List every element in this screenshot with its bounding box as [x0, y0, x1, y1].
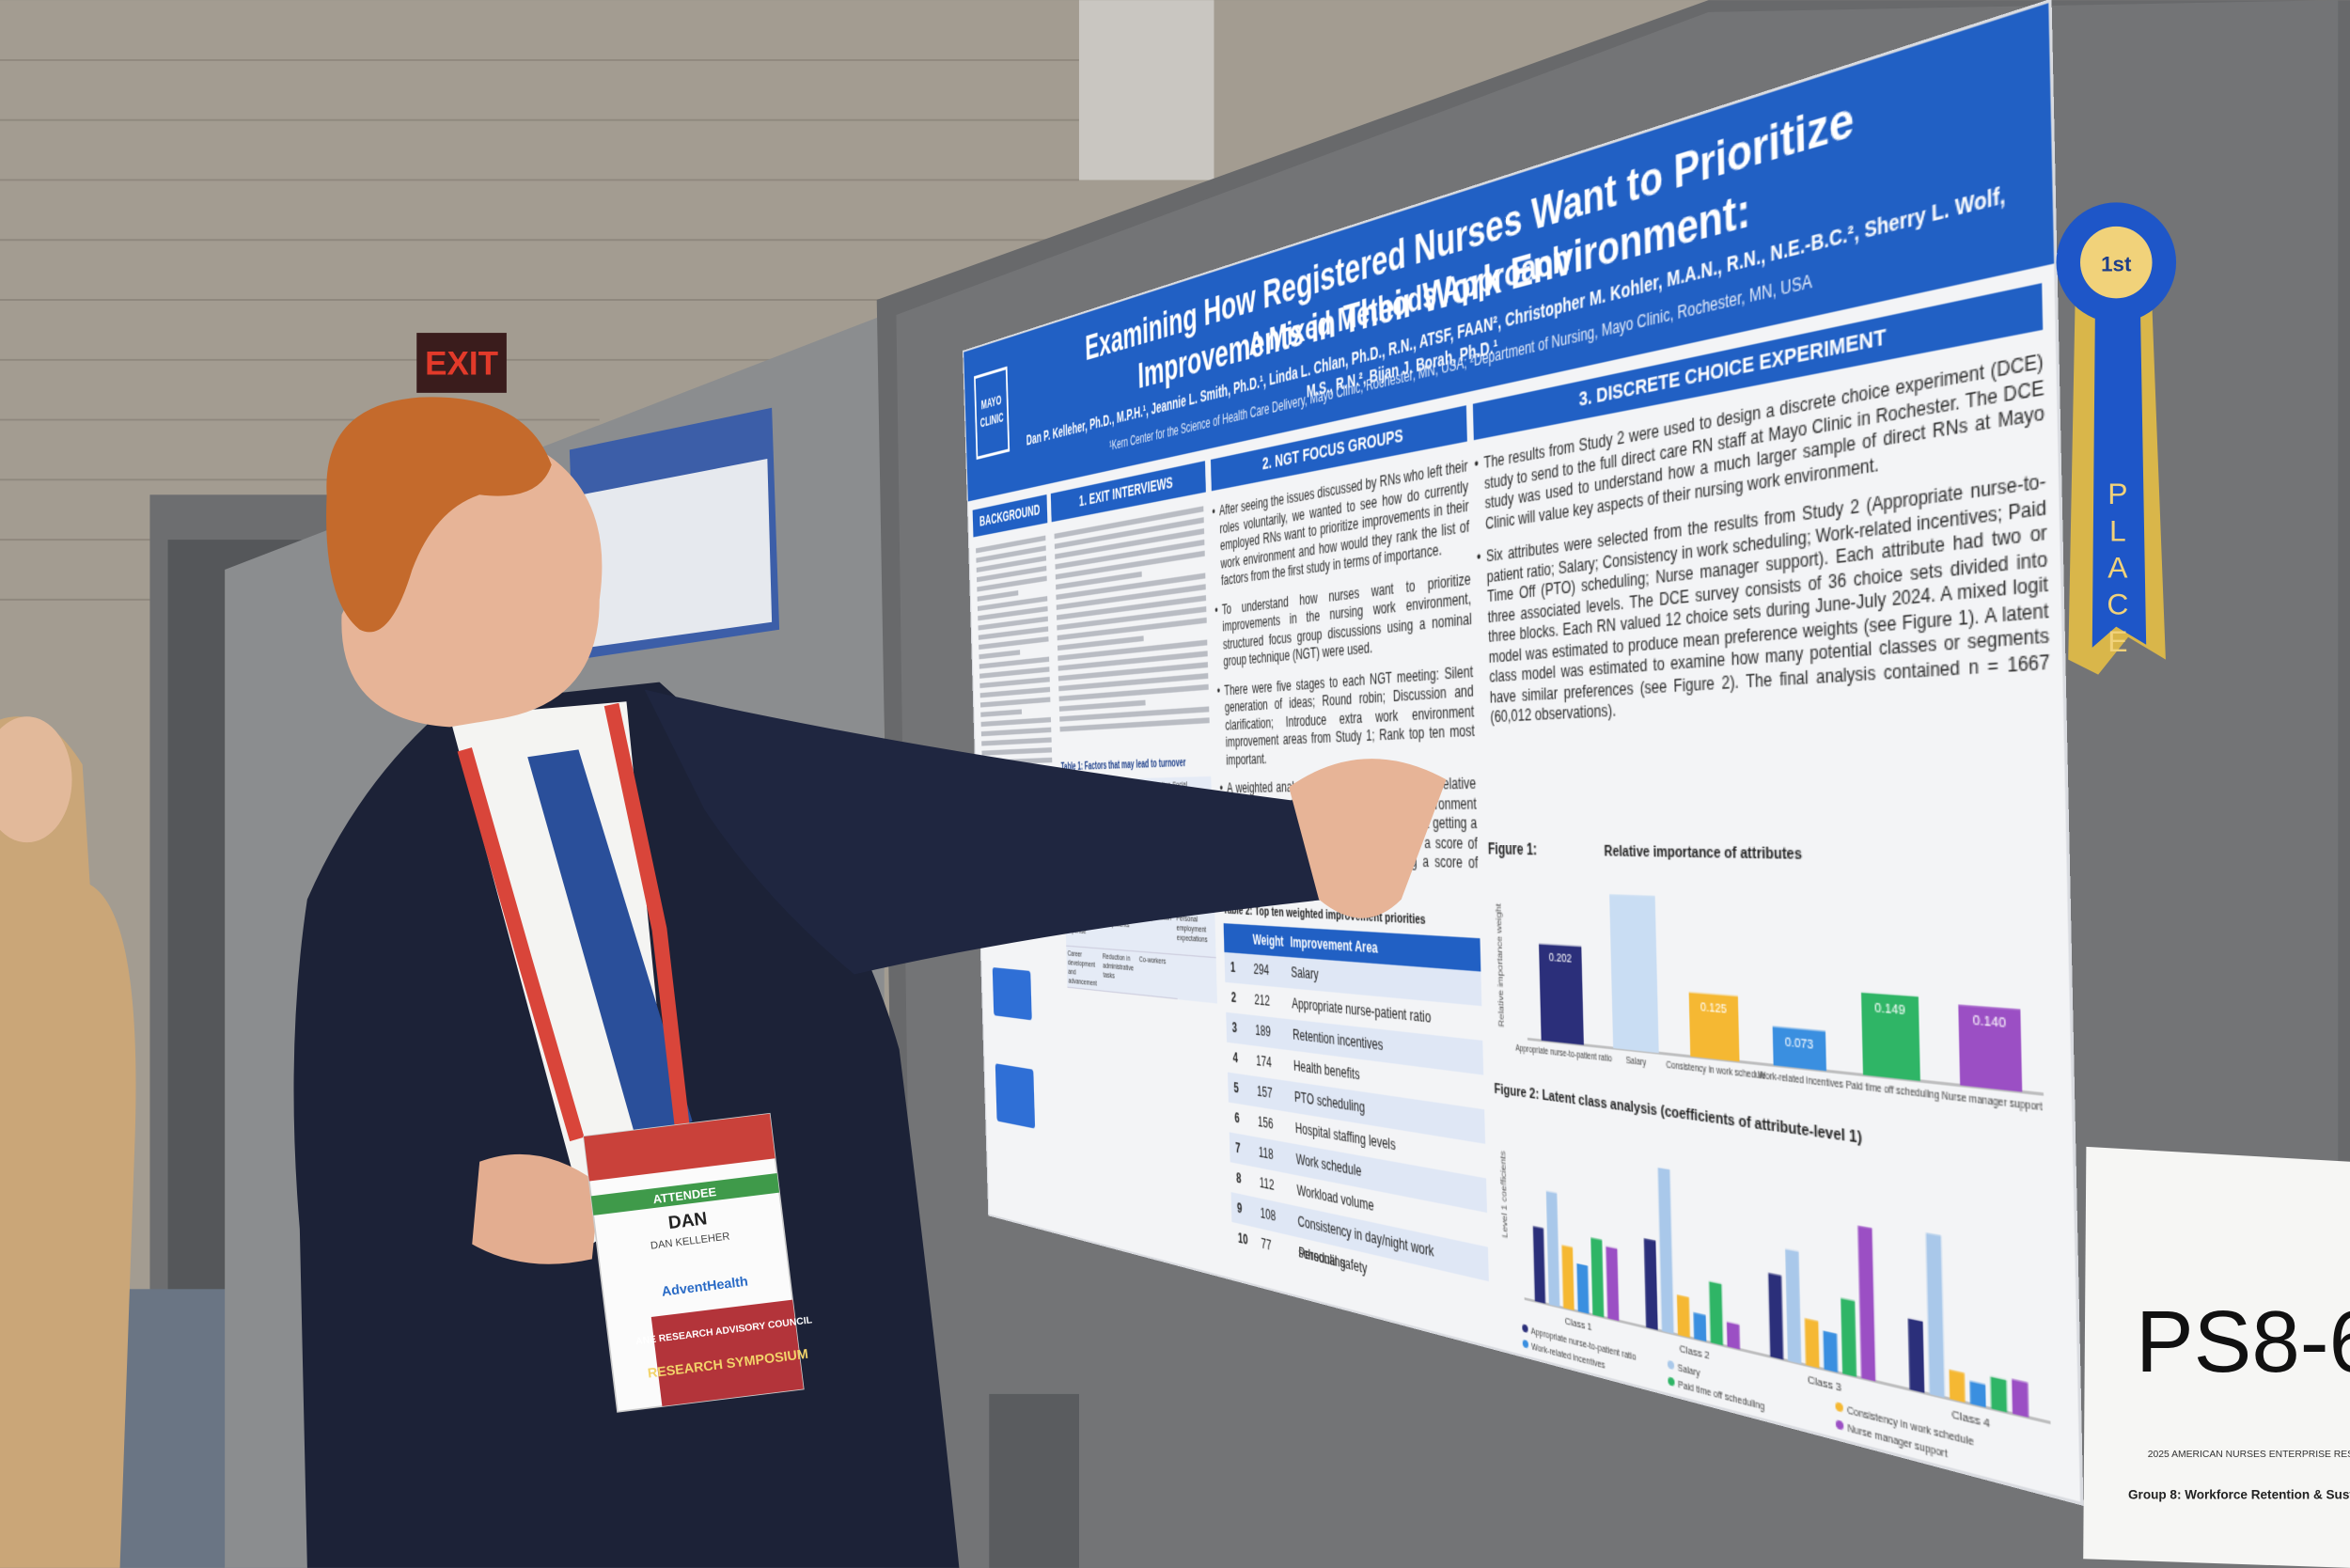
sign-code: PS8-61 [2136, 1293, 2350, 1390]
ribbon-rank: 1st [2101, 253, 2132, 276]
foreground: 1st PLACE PS8-61 2025 AMERICAN NURSES EN… [0, 0, 2350, 1568]
presenter [294, 397, 1447, 1567]
scene: EXIT MAYO CLINIC Examining How Registere… [0, 0, 2350, 1568]
ribbon: 1st PLACE [2057, 202, 2177, 674]
sign-event: 2025 AMERICAN NURSES ENTERPRISE RESEARCH… [2148, 1450, 2350, 1460]
sign-group: Group 8: Workforce Retention & Sustainab… [2128, 1488, 2350, 1502]
sign: PS8-61 2025 AMERICAN NURSES ENTERPRISE R… [2083, 1147, 2350, 1568]
ribbon-text: PLACE [2101, 477, 2135, 661]
